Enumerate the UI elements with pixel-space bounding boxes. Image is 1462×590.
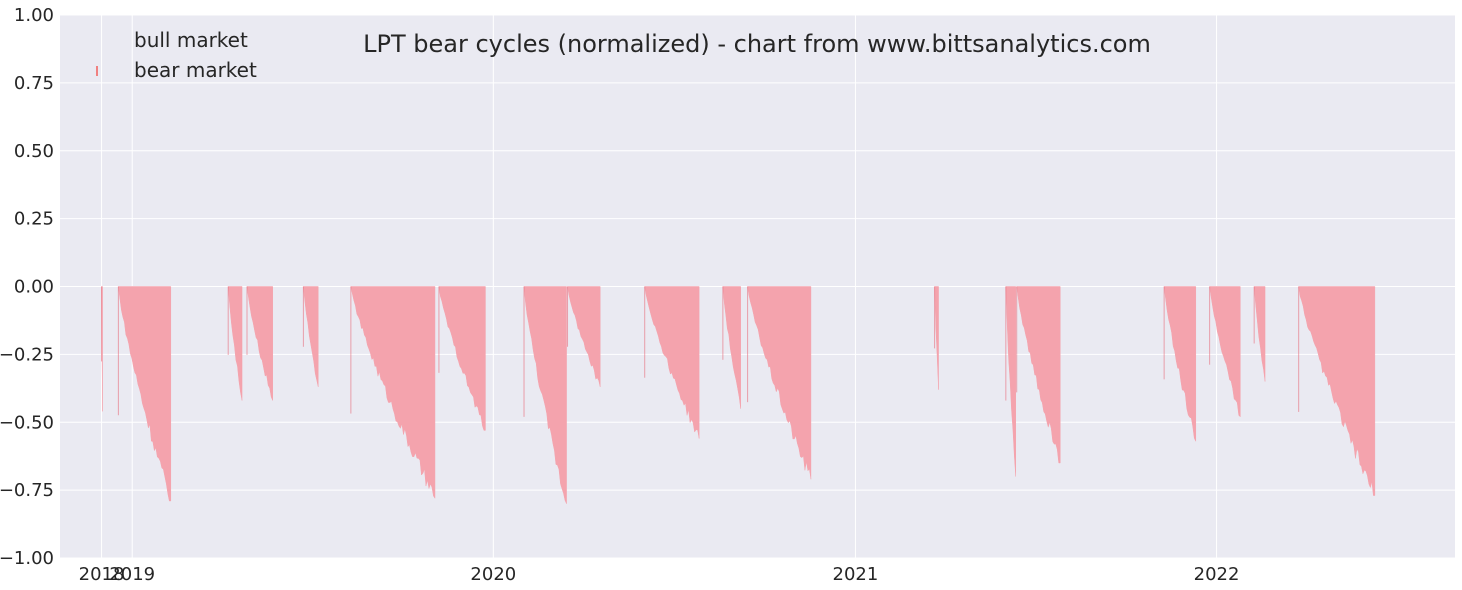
- legend: bull market bear market: [96, 28, 257, 82]
- bear-cycle: [303, 286, 319, 388]
- y-tick-label: −0.25: [0, 344, 54, 365]
- y-tick-label: −0.50: [0, 412, 54, 433]
- y-tick-label: 0.25: [14, 209, 54, 230]
- chart-title: LPT bear cycles (normalized) - chart fro…: [363, 30, 1151, 58]
- bear-cycle: [1005, 286, 1016, 477]
- bear-cycle: [438, 286, 486, 431]
- bear-cycle: [1016, 286, 1061, 464]
- bear-cycle: [1163, 286, 1197, 442]
- x-tick-label: 2019: [109, 564, 155, 585]
- bear-cycle: [1209, 286, 1241, 418]
- bear-cycle: [934, 286, 939, 390]
- y-tick-label: −0.75: [0, 480, 54, 501]
- legend-swatch-bear: [96, 66, 98, 76]
- bear-cycle: [644, 286, 700, 439]
- y-tick-label: −1.00: [0, 548, 54, 569]
- y-tick-label: 0.50: [14, 141, 54, 162]
- y-axis-ticks: 1.00 0.75 0.50 0.25 0.00 −0.25 −0.50 −0.75 −1.00: [0, 5, 54, 569]
- legend-entry-bull: bull market: [134, 28, 248, 52]
- legend-label-bull: bull market: [134, 28, 248, 52]
- bear-cycle: [722, 286, 741, 409]
- legend-label-bear: bear market: [134, 58, 257, 82]
- x-tick-label: 2020: [470, 564, 516, 585]
- bear-cycle: [350, 286, 436, 500]
- x-tick-label: 2021: [833, 564, 879, 585]
- bear-cycle: [1253, 286, 1266, 382]
- x-tick-label: 2022: [1194, 564, 1240, 585]
- y-tick-label: 1.00: [14, 5, 54, 26]
- x-tick-label: 2018: [79, 564, 125, 585]
- bear-cycle: [227, 286, 243, 401]
- legend-entry-bear: bear market: [96, 58, 257, 82]
- bear-cycle: [246, 286, 273, 401]
- y-tick-label: 0.00: [14, 277, 54, 298]
- bear-cycle: [747, 286, 812, 480]
- bear-cycle: [567, 286, 601, 388]
- bear-cycle: [523, 286, 567, 504]
- bear-cycles: [101, 286, 1376, 504]
- bear-cycle: [118, 286, 172, 502]
- y-tick-label: 0.75: [14, 73, 54, 94]
- bear-cycle: [1298, 286, 1376, 496]
